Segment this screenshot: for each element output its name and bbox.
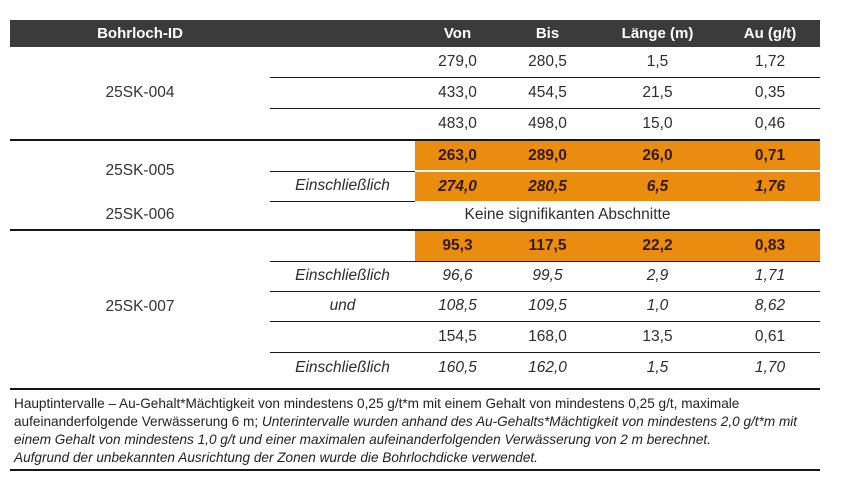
cell-sublabel xyxy=(270,140,415,171)
cell-von: 95,3 xyxy=(415,229,500,261)
cell-von: 483,0 xyxy=(415,108,500,140)
cell-bis: 109,5 xyxy=(500,290,595,321)
cell-au: 0,35 xyxy=(720,77,820,109)
cell-bis: 289,0 xyxy=(500,140,595,171)
cell-laenge: 1,5 xyxy=(646,53,669,70)
borehole-id: 25SK-006 xyxy=(105,205,175,223)
footnote-line-2: aufeinanderfolgende Verwässerung 6 m; Un… xyxy=(14,413,798,429)
cell-sublabel xyxy=(270,108,415,140)
cell-von: 96,6 xyxy=(415,260,500,291)
drill-results-table: Bohrloch-ID Von Bis Länge (m) Au (g/t) 2… xyxy=(10,20,820,383)
table-row: 483,0 498,0 15,0 0,46 xyxy=(10,108,820,140)
group-25sk-005-006: 25SK-005 263,0 289,0 26,0 0,71 Einschlie… xyxy=(10,140,820,230)
table-row: 25SK-004 279,0 280,5 1,5 1,72 xyxy=(10,47,820,101)
cell-laenge: 1,5 xyxy=(595,351,720,383)
group-25sk-004: 25SK-004 279,0 280,5 1,5 1,72 433,0 454,… xyxy=(10,47,820,140)
borehole-id: 25SK-007 xyxy=(105,297,175,315)
cell-sublabel: Einschließlich xyxy=(270,351,415,383)
cell-au xyxy=(720,201,820,230)
table-row: Einschließlich 96,6 99,5 2,9 1,71 xyxy=(10,260,820,291)
footnote-line-4: Aufgrund der unbekannten Ausrichtung der… xyxy=(14,449,538,465)
table-row: 433,0 454,5 21,5 0,35 xyxy=(10,77,820,109)
column-header-von: Von xyxy=(415,20,500,47)
group-25sk-007: 25SK-007 95,3 117,5 22,2 0,83 Einschließ… xyxy=(10,229,820,383)
table-bottom-rule xyxy=(10,387,820,390)
borehole-id: 25SK-005 xyxy=(105,162,175,179)
cell-von: 263,0 xyxy=(415,140,500,171)
cell-laenge: 22,2 xyxy=(595,229,720,261)
cell-laenge: 1,0 xyxy=(595,290,720,321)
table-row-highlighted: 25SK-007 95,3 117,5 22,2 0,83 xyxy=(10,229,820,315)
table-row-highlighted: 25SK-005 263,0 289,0 26,0 0,71 xyxy=(10,140,820,179)
table-row-no-intervals: 25SK-006 Keine signifikanten Abschnitte xyxy=(10,200,820,230)
cell-au: 8,62 xyxy=(720,290,820,321)
cell-bis: 280,5 xyxy=(528,53,567,70)
table-row: und 108,5 109,5 1,0 8,62 xyxy=(10,290,820,321)
cell-laenge: 6,5 xyxy=(595,170,720,201)
cell-au: 1,70 xyxy=(720,351,820,383)
column-header-bohrloch-id: Bohrloch-ID xyxy=(10,20,270,47)
header-row: Bohrloch-ID Von Bis Länge (m) Au (g/t) xyxy=(10,20,820,47)
cell-bis: 498,0 xyxy=(500,108,595,140)
cell-au: 1,72 xyxy=(754,53,786,70)
cell-von: 274,0 xyxy=(415,170,500,201)
table-row: 154,5 168,0 13,5 0,61 xyxy=(10,320,820,352)
cell-bis: 454,5 xyxy=(500,77,595,109)
cell-von: 433,0 xyxy=(415,77,500,109)
footnote-line-1: Hauptintervalle – Au-Gehalt*Mächtigkeit … xyxy=(14,395,740,411)
cell-au: 0,71 xyxy=(720,140,820,171)
cell-sublabel xyxy=(270,200,415,230)
cell-sublabel xyxy=(270,230,415,262)
page: Bohrloch-ID Von Bis Länge (m) Au (g/t) 2… xyxy=(0,20,845,484)
cell-au: 0,46 xyxy=(720,108,820,140)
column-header-bis: Bis xyxy=(500,20,595,47)
cell-bis: 280,5 xyxy=(500,170,595,201)
column-header-laenge: Länge (m) xyxy=(595,20,720,47)
page-bottom-rule xyxy=(10,468,820,471)
cell-au: 1,76 xyxy=(720,170,820,201)
column-header-sub-spacer xyxy=(270,20,415,47)
cell-au: 0,83 xyxy=(720,229,820,261)
borehole-id: 25SK-004 xyxy=(105,84,175,101)
cell-laenge: 2,9 xyxy=(595,260,720,291)
cell-bis: 168,0 xyxy=(500,320,595,352)
cell-sublabel xyxy=(270,320,415,352)
cell-bis: 162,0 xyxy=(500,351,595,383)
cell-laenge: 21,5 xyxy=(595,77,720,109)
cell-von: 279,0 xyxy=(438,53,477,70)
table-header: Bohrloch-ID Von Bis Länge (m) Au (g/t) xyxy=(10,20,820,47)
table-row-highlighted: Einschließlich 274,0 280,5 6,5 1,76 xyxy=(10,170,820,201)
cell-sublabel xyxy=(270,77,415,109)
cell-laenge: 13,5 xyxy=(595,320,720,352)
cell-au: 1,71 xyxy=(720,260,820,291)
cell-laenge: 15,0 xyxy=(595,108,720,140)
cell-note: Keine signifikanten Abschnitte xyxy=(464,205,671,223)
cell-laenge: 26,0 xyxy=(595,140,720,171)
footnote: Hauptintervalle – Au-Gehalt*Mächtigkeit … xyxy=(14,395,814,467)
cell-bis: 99,5 xyxy=(500,260,595,291)
cell-au: 0,61 xyxy=(720,320,820,352)
cell-von: 108,5 xyxy=(415,290,500,321)
cell-von: 154,5 xyxy=(415,320,500,352)
table-row: Einschließlich 160,5 162,0 1,5 1,70 xyxy=(10,351,820,383)
cell-von: 160,5 xyxy=(415,351,500,383)
cell-sublabel: Einschließlich xyxy=(270,170,415,201)
cell-sublabel: Einschließlich xyxy=(270,260,415,291)
cell-sublabel xyxy=(270,47,415,78)
cell-sublabel: und xyxy=(270,290,415,321)
footnote-line-3: einem Gehalt von mindestens 1,0 g/t und … xyxy=(14,431,711,447)
column-header-au: Au (g/t) xyxy=(720,20,820,47)
cell-bis: 117,5 xyxy=(500,229,595,261)
